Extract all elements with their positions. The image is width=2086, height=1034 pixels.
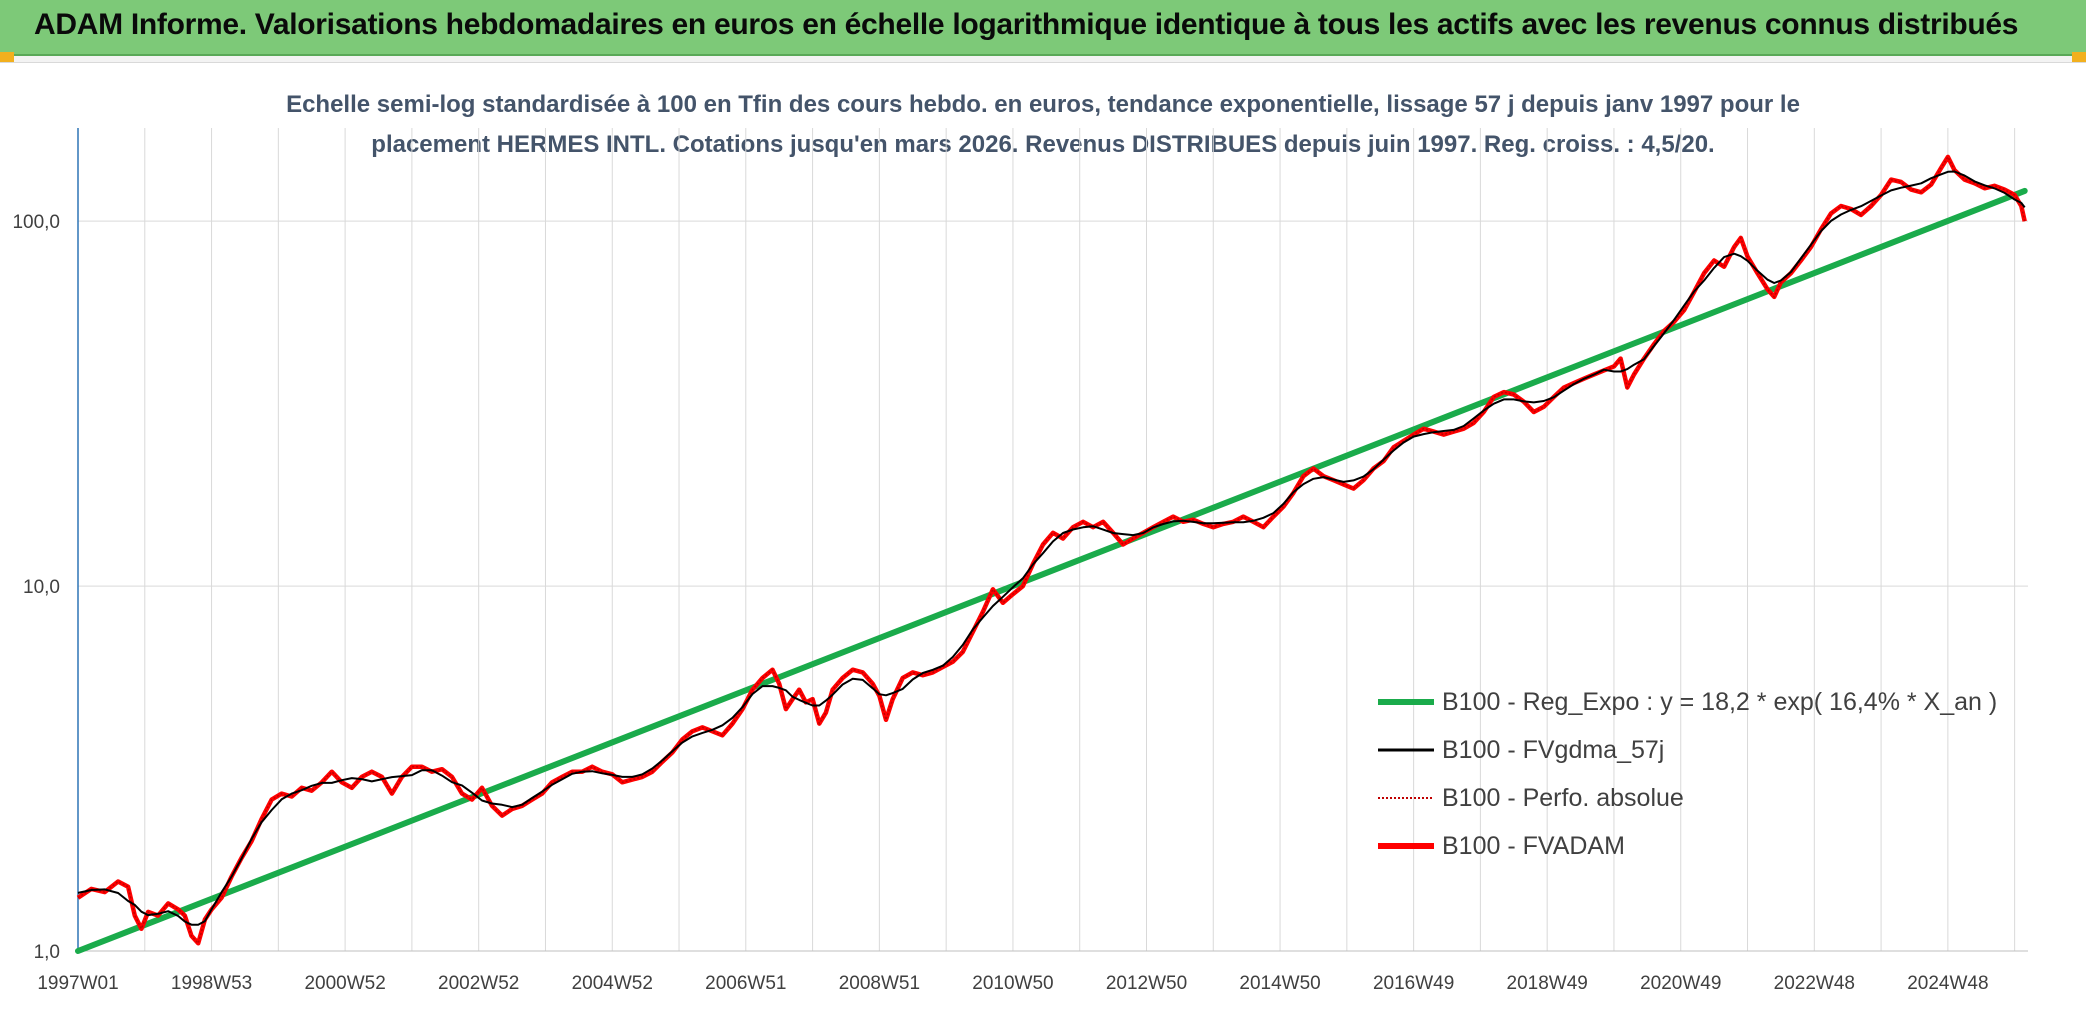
y-tick-label: 100,0 (12, 212, 60, 233)
x-tick-label: 1997W01 (37, 973, 118, 994)
x-tick-label: 2020W49 (1640, 973, 1721, 994)
x-tick-label: 2000W52 (304, 973, 385, 994)
x-tick-label: 2012W50 (1106, 973, 1187, 994)
y-tick-label: 10,0 (23, 577, 60, 598)
legend-label: B100 - Reg_Expo : y = 18,2 * exp( 16,4% … (1442, 688, 1997, 716)
x-tick-label: 2022W48 (1774, 973, 1855, 994)
x-tick-label: 2018W49 (1507, 973, 1588, 994)
x-tick-label: 2008W51 (839, 973, 920, 994)
x-tick-label: 2004W52 (572, 973, 653, 994)
banner-title: ADAM Informe. Valorisations hebdomadaire… (34, 8, 2019, 41)
x-tick-label: 2016W49 (1373, 973, 1454, 994)
title-banner: ADAM Informe. Valorisations hebdomadaire… (0, 0, 2086, 56)
series-line-fvgdma (77, 170, 2026, 926)
y-tick-label: 1,0 (34, 942, 60, 963)
legend-label: B100 - FVADAM (1442, 832, 1625, 860)
series-line-perfo-absolue (77, 155, 2026, 945)
series-line-fvadam (76, 154, 2027, 946)
x-tick-label: 2010W50 (972, 973, 1053, 994)
x-tick-label: 2014W50 (1239, 973, 1320, 994)
series-line-reg-expo (75, 187, 2028, 954)
legend-label: B100 - FVgdma_57j (1442, 736, 1664, 764)
x-tick-label: 2024W48 (1907, 973, 1988, 994)
x-tick-label: 1998W53 (171, 973, 252, 994)
x-tick-label: 2006W51 (705, 973, 786, 994)
x-tick-label: 2002W52 (438, 973, 519, 994)
legend-label: B100 - Perfo. absolue (1442, 784, 1684, 812)
corner-marker-right (2072, 52, 2086, 62)
chart-title-line1: Echelle semi-log standardisée à 100 en T… (286, 91, 1800, 118)
corner-marker-left (0, 52, 14, 62)
chart-title-line2: placement HERMES INTL. Cotations jusqu'e… (371, 131, 1714, 158)
